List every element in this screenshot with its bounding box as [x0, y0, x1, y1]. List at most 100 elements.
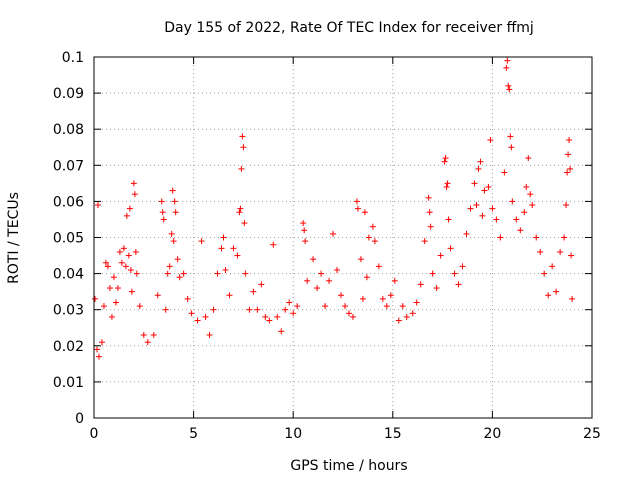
data-point: [567, 165, 574, 172]
data-point: [383, 303, 390, 310]
data-point: [391, 277, 398, 284]
data-point: [318, 270, 325, 277]
data-point: [429, 270, 436, 277]
data-point: [106, 285, 113, 292]
data-point: [222, 266, 229, 273]
data-point: [473, 202, 480, 209]
data-point: [365, 234, 372, 241]
data-point: [241, 220, 248, 227]
y-tick-label: 0.03: [53, 303, 84, 319]
data-point: [561, 234, 568, 241]
data-point: [184, 295, 191, 302]
data-point: [237, 205, 244, 212]
data-point: [403, 313, 410, 320]
chart-title: Day 155 of 2022, Rate Of TEC Index for r…: [164, 20, 534, 36]
data-point: [127, 266, 134, 273]
data-point: [238, 165, 245, 172]
data-point: [399, 303, 406, 310]
data-point: [266, 317, 273, 324]
data-point: [304, 277, 311, 284]
data-point: [447, 245, 454, 252]
data-point: [226, 292, 233, 299]
data-point: [513, 216, 520, 223]
data-point: [395, 317, 402, 324]
data-point: [363, 274, 370, 281]
grid-lines: [94, 57, 592, 418]
data-point: [94, 202, 101, 209]
data-point: [557, 248, 564, 255]
x-tick-label: 15: [384, 426, 402, 442]
data-point: [425, 194, 432, 201]
data-point: [258, 281, 265, 288]
data-point: [210, 306, 217, 313]
data-point: [426, 209, 433, 216]
data-point: [132, 248, 139, 255]
x-tick-label: 0: [90, 426, 99, 442]
data-point: [444, 180, 451, 187]
data-point: [525, 155, 532, 162]
data-point: [294, 303, 301, 310]
data-point: [242, 270, 249, 277]
data-point: [114, 285, 121, 292]
data-point: [168, 230, 175, 237]
y-tick-label: 0.02: [53, 339, 84, 355]
data-point: [302, 238, 309, 245]
data-point: [487, 137, 494, 144]
data-point: [501, 169, 508, 176]
y-tick-label: 0.01: [53, 375, 84, 391]
y-tick-labels: 0 0.01 0.02 0.03 0.04 0.05 0.06 0.07 0.08 0.09 0.1: [53, 50, 84, 427]
data-point: [442, 155, 449, 162]
data-point: [475, 165, 482, 172]
data-point: [171, 198, 178, 205]
data-point: [375, 263, 382, 270]
data-point: [503, 64, 510, 71]
data-point: [98, 339, 105, 346]
data-point: [262, 313, 269, 320]
data-point: [508, 144, 515, 151]
data-point: [218, 245, 225, 252]
data-point: [91, 295, 98, 302]
data-point: [387, 292, 394, 299]
data-point: [521, 209, 528, 216]
data-point: [341, 303, 348, 310]
data-point: [128, 288, 135, 295]
data-point: [234, 252, 241, 259]
data-point: [529, 202, 536, 209]
data-point: [274, 313, 281, 320]
x-tick-label: 25: [583, 426, 601, 442]
y-tick-label: 0.04: [53, 267, 84, 283]
data-point: [104, 263, 111, 270]
data-point: [131, 191, 138, 198]
data-point: [236, 209, 243, 216]
data-point: [489, 205, 496, 212]
y-axis-label: ROTI / TECUs: [6, 192, 22, 284]
data-point: [230, 245, 237, 252]
x-axis-label: GPS time / hours: [290, 458, 407, 474]
data-point: [505, 82, 512, 89]
data-point: [564, 169, 571, 176]
data-point: [206, 331, 213, 338]
data-point: [250, 288, 257, 295]
data-point: [477, 158, 484, 165]
data-point: [125, 252, 132, 259]
data-point: [467, 205, 474, 212]
data-point: [166, 263, 173, 270]
data-point: [493, 216, 500, 223]
data-point: [441, 158, 448, 165]
data-point: [93, 346, 100, 353]
data-point: [118, 259, 125, 266]
y-tick-label: 0.07: [53, 158, 84, 174]
data-point: [314, 285, 321, 292]
data-point: [413, 299, 420, 306]
data-point: [427, 223, 434, 230]
data-point: [286, 299, 293, 306]
data-point: [334, 266, 341, 273]
data-point: [144, 339, 151, 346]
data-point: [120, 245, 127, 252]
data-point: [254, 306, 261, 313]
data-point: [509, 198, 516, 205]
data-point: [172, 209, 179, 216]
data-point: [437, 252, 444, 259]
data-point: [471, 180, 478, 187]
data-point: [122, 263, 129, 270]
